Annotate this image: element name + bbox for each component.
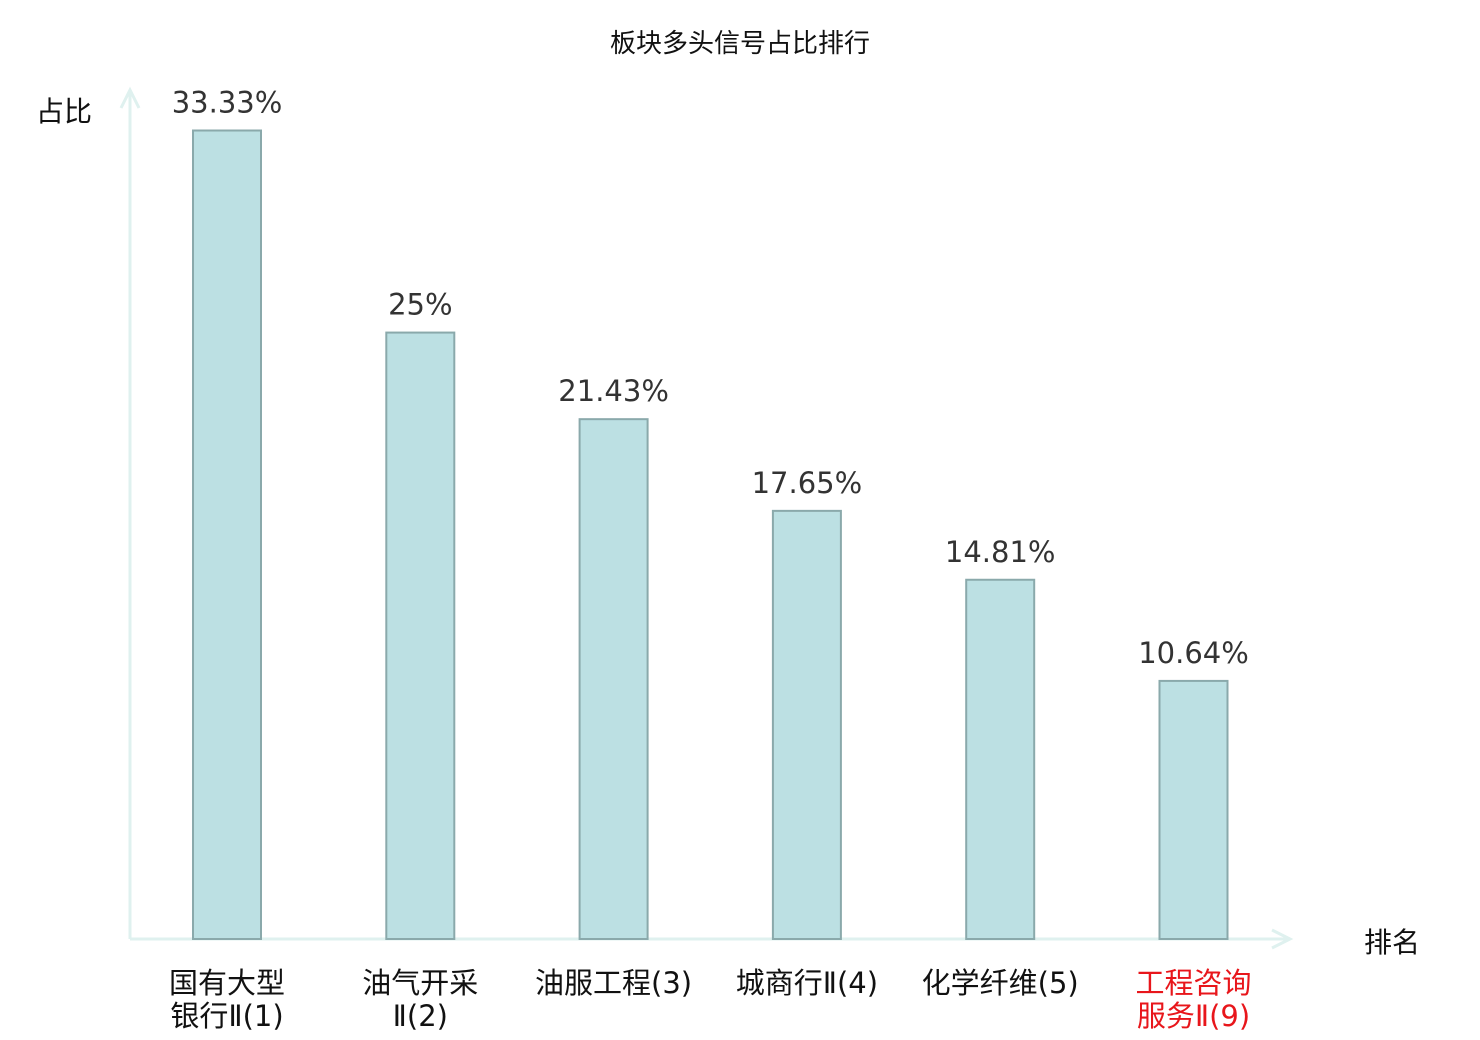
x-tick-label: 油气开采 Ⅱ(2)	[362, 966, 478, 1033]
value-label: 25%	[388, 288, 452, 322]
value-label: 10.64%	[1138, 636, 1249, 670]
x-axis-arrow-icon	[1271, 928, 1294, 950]
bar	[965, 578, 1036, 940]
x-tick-label: 工程咨询服务Ⅱ(9)	[1135, 966, 1251, 1033]
value-label: 17.65%	[752, 466, 863, 500]
x-tick-label: 城商行Ⅱ(4)	[736, 966, 878, 1000]
value-label: 21.43%	[558, 374, 669, 408]
y-axis-label: 占比	[36, 95, 92, 128]
y-axis-arrow-icon	[119, 86, 141, 109]
bar	[578, 418, 649, 940]
x-tick-label: 油服工程(3)	[535, 966, 692, 1000]
bar	[192, 129, 262, 941]
bar	[385, 331, 456, 941]
x-tick-label: 国有大型银行Ⅱ(1)	[169, 966, 285, 1033]
bar	[771, 509, 842, 940]
value-label: 14.81%	[945, 535, 1056, 569]
x-axis-label: 排名	[1364, 926, 1420, 959]
chart-title: 板块多头信号占比排行	[610, 29, 870, 59]
value-label: 33.33%	[172, 86, 283, 120]
x-tick-label: 化学纤维(5)	[922, 966, 1079, 1000]
bar	[1158, 679, 1229, 940]
